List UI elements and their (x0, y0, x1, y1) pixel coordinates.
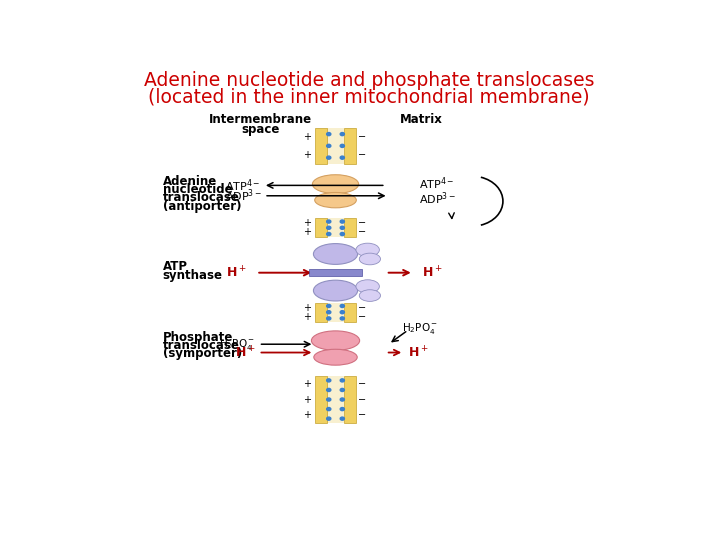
Text: −: − (359, 410, 366, 421)
Ellipse shape (314, 349, 357, 365)
Text: +: + (303, 312, 311, 322)
Circle shape (327, 388, 330, 392)
Text: +: + (303, 227, 311, 238)
Text: H$^+$: H$^+$ (235, 345, 255, 360)
Text: +: + (303, 410, 311, 421)
Ellipse shape (313, 244, 358, 265)
Circle shape (327, 317, 330, 320)
Circle shape (341, 226, 344, 230)
Text: space: space (241, 123, 279, 136)
Ellipse shape (356, 280, 379, 293)
Circle shape (327, 156, 330, 159)
Text: translocase: translocase (163, 191, 240, 204)
Bar (315, 128, 328, 164)
Circle shape (341, 144, 344, 147)
Text: (symporter): (symporter) (163, 347, 242, 360)
Text: +: + (303, 132, 311, 142)
Bar (328, 303, 343, 321)
Circle shape (341, 305, 344, 307)
Bar (343, 303, 356, 321)
Circle shape (327, 379, 330, 382)
Bar (343, 376, 356, 423)
Text: (antiporter): (antiporter) (163, 200, 241, 213)
Text: +: + (303, 395, 311, 404)
Text: −: − (359, 312, 366, 322)
Text: −: − (359, 302, 366, 313)
Circle shape (327, 408, 330, 410)
Circle shape (341, 132, 344, 136)
Text: −: − (359, 395, 366, 404)
Circle shape (341, 310, 344, 314)
Circle shape (327, 233, 330, 235)
Text: nucleotide: nucleotide (163, 183, 232, 196)
Circle shape (341, 398, 344, 401)
Text: translocase: translocase (163, 339, 240, 352)
Bar (328, 128, 343, 164)
Circle shape (327, 305, 330, 307)
Text: Phosphate: Phosphate (163, 330, 233, 343)
Text: ADP$^{3-}$: ADP$^{3-}$ (225, 187, 262, 204)
Text: H$^+$: H$^+$ (422, 265, 443, 280)
Circle shape (327, 226, 330, 230)
Text: H$^+$: H$^+$ (225, 265, 246, 280)
Ellipse shape (315, 192, 356, 208)
Text: +: + (303, 150, 311, 160)
Bar (343, 219, 356, 237)
Bar (328, 376, 343, 423)
Circle shape (341, 156, 344, 159)
Circle shape (327, 417, 330, 420)
Ellipse shape (312, 175, 359, 193)
Text: (located in the inner mitochondrial membrane): (located in the inner mitochondrial memb… (148, 87, 590, 107)
Text: ATP$^{4-}$: ATP$^{4-}$ (225, 177, 260, 194)
Text: ATP$^{4-}$: ATP$^{4-}$ (419, 175, 454, 192)
Text: +: + (303, 379, 311, 389)
Ellipse shape (312, 331, 359, 350)
Circle shape (327, 144, 330, 147)
Text: −: − (359, 227, 366, 238)
Circle shape (341, 317, 344, 320)
Circle shape (341, 417, 344, 420)
Circle shape (341, 220, 344, 223)
Circle shape (327, 220, 330, 223)
Text: ATP: ATP (163, 260, 187, 273)
Bar (328, 219, 343, 237)
Text: Adenine: Adenine (163, 175, 217, 188)
Bar (315, 303, 328, 321)
Ellipse shape (359, 290, 380, 301)
Circle shape (341, 388, 344, 392)
Text: −: − (359, 379, 366, 389)
Bar (315, 219, 328, 237)
Text: Adenine nucleotide and phosphate translocases: Adenine nucleotide and phosphate translo… (144, 71, 594, 90)
Text: H$_2$PO$_4^-$: H$_2$PO$_4^-$ (402, 321, 438, 336)
Text: Matrix: Matrix (400, 113, 443, 126)
Text: −: − (359, 150, 366, 160)
Circle shape (341, 233, 344, 235)
Text: +: + (303, 218, 311, 228)
Text: +: + (303, 302, 311, 313)
Text: −: − (359, 218, 366, 228)
Bar (343, 128, 356, 164)
Text: synthase: synthase (163, 269, 222, 282)
Text: H$^+$: H$^+$ (408, 345, 428, 360)
Circle shape (341, 408, 344, 410)
Circle shape (341, 379, 344, 382)
Ellipse shape (356, 243, 379, 256)
Circle shape (327, 398, 330, 401)
Text: ADP$^{3-}$: ADP$^{3-}$ (419, 191, 456, 207)
Ellipse shape (313, 280, 358, 301)
Circle shape (327, 310, 330, 314)
Bar (310, 269, 361, 276)
Circle shape (327, 132, 330, 136)
Ellipse shape (359, 253, 380, 265)
Text: Intermembrane: Intermembrane (209, 113, 312, 126)
Bar (315, 376, 328, 423)
Text: −: − (359, 132, 366, 142)
Text: H$_2$PO$_4^-$: H$_2$PO$_4^-$ (219, 337, 255, 352)
